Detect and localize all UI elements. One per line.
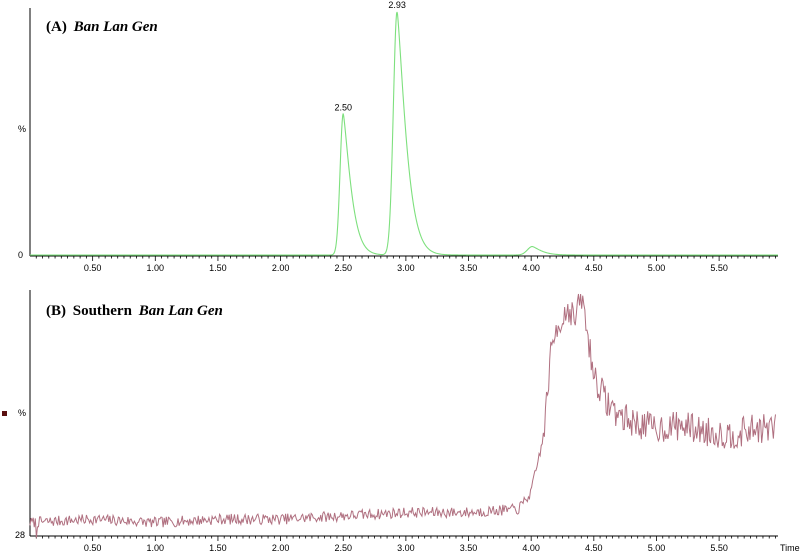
panel-a-ticks: 0.50 1.00 1.50 2.00 2.50 3.00 3.50 4.00 4.50 5.00… [35,256,776,273]
x-tick-label: 3.50 [460,543,478,552]
x-tick-label: 1.00 [147,263,165,273]
x-tick-label: 1.50 [209,263,227,273]
x-tick-label: 1.50 [209,543,227,552]
panel-b-ticks: 0.50 1.00 1.50 2.00 2.50 3.00 3.50 4.00 4.50 5.00… [35,536,776,552]
x-tick-label: 2.50 [334,263,352,273]
panel-a-peak-labels: 2.50 2.93 [334,0,405,112]
panel-b-ylabel: % [18,408,26,418]
x-tick-label: 0.50 [84,543,102,552]
x-tick-label: 5.00 [648,543,666,552]
panel-b-title-prefix: (B) [46,303,66,319]
peak-label: 2.50 [334,102,352,112]
x-tick-label: 4.50 [585,543,603,552]
x-tick-label: 2.00 [272,263,290,273]
panel-b-xlabel: Time [780,543,800,552]
panel-a-title: (A) Ban Lan Gen [46,19,158,35]
x-tick-label: 4.50 [585,263,603,273]
panel-a-y-zero-label: 0 [18,250,23,260]
x-tick-label: 5.50 [710,543,728,552]
panel-b-marker-icon [2,411,7,416]
x-tick-label: 0.50 [84,263,102,273]
panel-a: (A) Ban Lan Gen % 0 0.50 1.00 1.50 2.00 2.50… [18,0,778,273]
x-tick-label: 5.00 [648,263,666,273]
x-tick-label: 1.00 [147,543,165,552]
panel-a-title-prefix: (A) [46,19,67,35]
panel-a-title-italic: Ban Lan Gen [73,19,158,35]
peak-label: 2.93 [388,0,406,10]
x-tick-label: 3.50 [460,263,478,273]
x-tick-label: 4.00 [522,263,540,273]
panel-a-ylabel: % [18,124,26,134]
panel-b-y-bottom-label: 28 [15,530,25,540]
panel-b-title-plain: Southern [73,303,133,319]
panel-b-trace [29,293,776,538]
x-tick-label: 3.00 [397,263,415,273]
panel-b: (B) Southern Ban Lan Gen % 28 0.50 1.00 1.… [2,290,800,552]
x-tick-label: 4.00 [522,543,540,552]
x-tick-label: 2.50 [334,543,352,552]
x-tick-label: 3.00 [397,543,415,552]
x-tick-label: 5.50 [710,263,728,273]
panel-b-title: (B) Southern Ban Lan Gen [46,303,223,319]
panel-a-trace [30,11,778,256]
panel-b-title-italic: Ban Lan Gen [138,303,223,319]
x-tick-label: 2.00 [272,543,290,552]
